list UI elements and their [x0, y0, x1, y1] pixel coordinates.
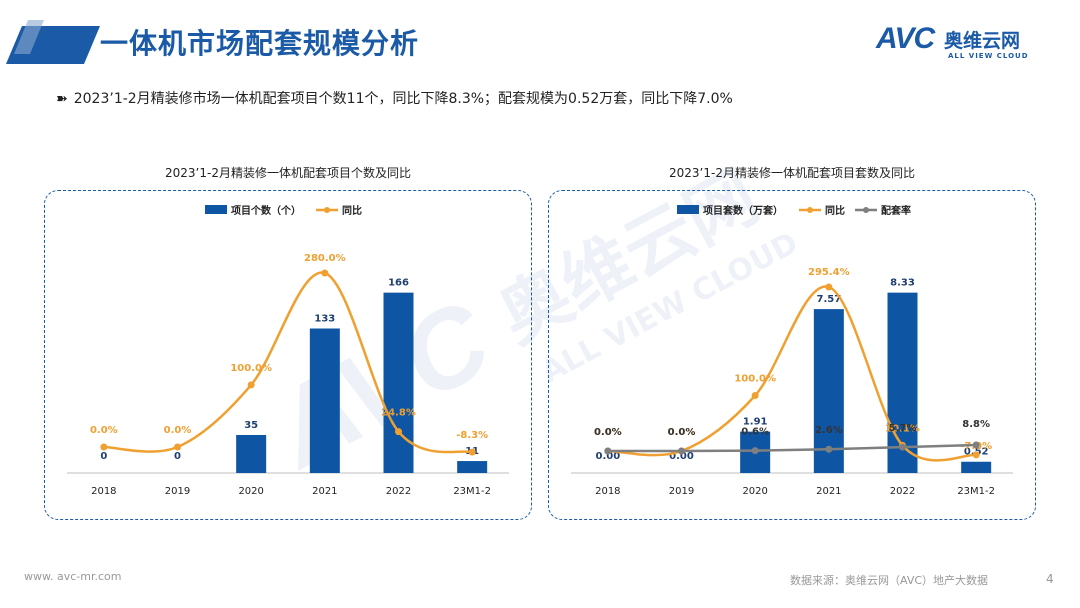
line-marker: [899, 443, 906, 451]
line-marker: [825, 283, 833, 291]
legend-swatch-marker: [324, 207, 330, 213]
x-tick-label: 23M1-2: [957, 486, 995, 497]
legend-swatch-marker: [863, 207, 869, 213]
chart1-title: 2023’1-2月精装修一体机配套项目个数及同比: [165, 166, 411, 180]
legend-label: 同比: [342, 204, 362, 217]
chart2-title: 2023’1-2月精装修一体机配套项目套数及同比: [669, 166, 915, 180]
series-line: [103, 271, 473, 454]
line-value-label: 0.0%: [164, 425, 192, 436]
legend-swatch-bar: [677, 205, 699, 214]
x-tick-label: 2019: [669, 486, 694, 497]
bar-value-label: 0: [100, 451, 107, 462]
bar-value-label: 133: [314, 313, 335, 324]
line-value-label: 0.0%: [668, 427, 696, 438]
legend-swatch-marker: [807, 207, 813, 213]
summary-bullet: ➽ 2023’1-2月精装修市场一体机配套项目个数11个，同比下降8.3%；配套规…: [56, 88, 733, 108]
avc-logo: AVC 奥维云网 ALL VIEW CLOUD: [876, 22, 1046, 70]
chart2-panel: 项目套数（万套） 同比 配套率 2018 2019 2020 2021 2022 23M1-2 0…: [548, 190, 1036, 520]
bar-value-label: 0.00: [595, 451, 620, 462]
legend-swatch-bar: [205, 205, 227, 214]
line-marker: [972, 451, 980, 459]
legend-label: 项目个数（个）: [231, 204, 301, 217]
logo-text: AVC: [876, 22, 935, 55]
line-value-label: 2.6%: [815, 425, 843, 436]
bar: [309, 328, 340, 473]
logo-chinese: 奥维云网: [944, 30, 1021, 52]
chart2-svg: 项目套数（万套） 同比 配套率 2018 2019 2020 2021 2022 23M1-2 0…: [571, 204, 1013, 497]
bar-value-label: 0.00: [669, 451, 694, 462]
legend-label: 配套率: [881, 204, 911, 217]
bar-value-label: 0: [174, 451, 181, 462]
line-marker: [825, 445, 833, 453]
x-tick-label: 23M1-2: [453, 486, 491, 497]
line-value-label: 8.8%: [962, 419, 990, 430]
bar: [383, 292, 414, 473]
bar: [961, 461, 992, 473]
bar: [236, 434, 267, 473]
bar-value-label: 8.33: [890, 278, 915, 289]
chart1-svg: 项目个数（个） 同比 2018 2019 2020 2021 2022 23M1-2 0 0 35 1…: [67, 204, 509, 497]
x-tick-label: 2019: [165, 486, 190, 497]
summary-text: 2023’1-2月精装修市场一体机配套项目个数11个，同比下降8.3%；配套规模…: [73, 91, 733, 107]
bar-value-label: 166: [388, 278, 409, 289]
line-value-label: 10.1%: [885, 423, 920, 434]
x-tick-label: 2022: [386, 486, 411, 497]
line-marker: [247, 381, 255, 389]
x-tick-label: 2022: [890, 486, 915, 497]
line-marker: [678, 447, 685, 455]
line-value-label: 280.0%: [304, 253, 346, 264]
line-value-label: 0.0%: [668, 427, 696, 438]
legend-label: 同比: [825, 204, 845, 217]
page-title: 一体机市场配套规模分析: [100, 27, 420, 60]
line-marker: [972, 441, 980, 449]
footer-source: 数据来源：奥维云网（AVC）地产大数据: [790, 574, 989, 587]
bar: [813, 309, 844, 473]
line-value-label: 0.0%: [594, 427, 622, 438]
legend-label: 项目套数（万套）: [703, 204, 783, 217]
x-tick-label: 2021: [816, 486, 841, 497]
footer-website: www. avc-mr.com: [24, 570, 122, 583]
bar: [457, 461, 488, 473]
x-tick-label: 2020: [742, 486, 767, 497]
line-value-label: -8.3%: [456, 430, 488, 441]
line-value-label: 0.0%: [594, 427, 622, 438]
line-value-label: 5.7%: [889, 423, 917, 434]
x-tick-label: 2021: [312, 486, 337, 497]
line-value-label: 0.6%: [741, 427, 769, 438]
line-value-label: 100.0%: [734, 373, 776, 384]
title-accent-shape: [6, 20, 100, 64]
page-number: 4: [1046, 572, 1054, 586]
bar-value-label: 1.91: [743, 417, 768, 428]
line-value-label: 0.0%: [90, 425, 118, 436]
line-marker: [751, 447, 759, 455]
line-value-label: 100.0%: [230, 363, 272, 374]
x-tick-label: 2018: [595, 486, 620, 497]
x-tick-label: 2018: [91, 486, 116, 497]
series-line: [607, 443, 977, 453]
line-marker: [100, 443, 108, 451]
bar-value-label: 7.57: [816, 294, 841, 305]
bar-value-label: 35: [244, 420, 258, 431]
line-marker: [395, 428, 402, 436]
series-line: [607, 285, 977, 462]
line-marker: [751, 391, 759, 399]
bullet-arrow-icon: ➽: [56, 91, 68, 107]
line-value-label: 295.4%: [808, 267, 850, 278]
title-bar: [0, 18, 1080, 64]
logo-subtitle: ALL VIEW CLOUD: [948, 52, 1029, 60]
line-marker: [174, 443, 181, 451]
line-marker: [321, 269, 329, 277]
line-marker: [468, 448, 476, 456]
chart1-panel: 项目个数（个） 同比 2018 2019 2020 2021 2022 23M1-2 0 0 35 1…: [44, 190, 532, 520]
x-tick-label: 2020: [238, 486, 263, 497]
line-value-label: 24.8%: [381, 408, 416, 419]
line-marker: [604, 447, 612, 455]
